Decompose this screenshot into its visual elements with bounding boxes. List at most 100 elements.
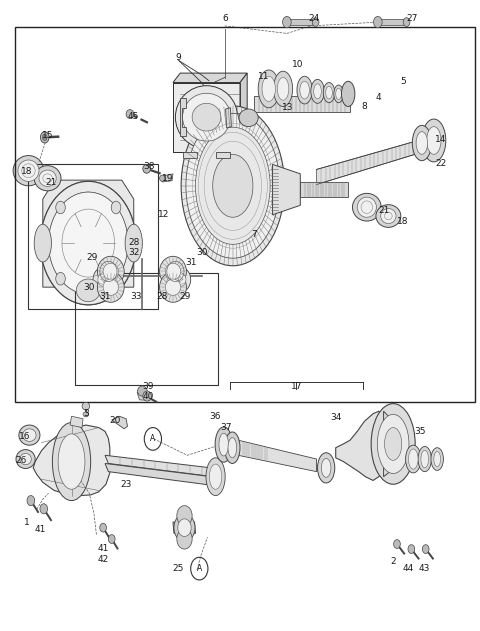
Ellipse shape (23, 429, 36, 442)
Text: 11: 11 (258, 72, 270, 81)
Ellipse shape (52, 423, 91, 500)
Ellipse shape (138, 386, 147, 396)
Ellipse shape (58, 434, 85, 489)
Ellipse shape (169, 267, 191, 292)
Ellipse shape (181, 106, 285, 266)
Bar (75, 273, 218, 385)
Ellipse shape (215, 427, 232, 462)
Ellipse shape (40, 181, 136, 305)
Ellipse shape (174, 273, 186, 286)
Ellipse shape (336, 88, 341, 100)
Text: 45: 45 (128, 112, 139, 121)
Text: 30: 30 (84, 283, 95, 292)
Ellipse shape (125, 224, 143, 262)
Polygon shape (317, 137, 432, 184)
Bar (254, 97, 350, 112)
Text: 15: 15 (42, 131, 53, 140)
Polygon shape (180, 98, 186, 136)
Text: 17: 17 (291, 382, 302, 391)
Ellipse shape (111, 273, 121, 285)
Polygon shape (173, 83, 240, 152)
Ellipse shape (422, 119, 446, 162)
Ellipse shape (274, 71, 293, 107)
Polygon shape (33, 425, 110, 495)
Polygon shape (105, 463, 214, 485)
Ellipse shape (16, 450, 35, 468)
Text: 28: 28 (128, 238, 139, 247)
Text: 23: 23 (120, 480, 132, 489)
Text: 39: 39 (143, 382, 154, 391)
Ellipse shape (297, 76, 312, 104)
Text: 32: 32 (128, 248, 139, 257)
Ellipse shape (219, 433, 228, 456)
Polygon shape (336, 411, 384, 480)
Ellipse shape (206, 458, 225, 495)
Ellipse shape (384, 428, 402, 460)
Ellipse shape (165, 263, 180, 280)
Text: 43: 43 (419, 564, 430, 573)
Text: 29: 29 (179, 292, 191, 301)
Polygon shape (137, 392, 150, 401)
Ellipse shape (93, 267, 114, 292)
Text: 29: 29 (86, 253, 97, 262)
Polygon shape (209, 475, 222, 484)
Text: 42: 42 (98, 555, 109, 564)
Ellipse shape (40, 181, 136, 305)
Ellipse shape (18, 160, 39, 181)
Ellipse shape (322, 459, 331, 477)
Ellipse shape (143, 165, 151, 173)
Ellipse shape (211, 463, 220, 475)
Text: 18: 18 (397, 216, 408, 225)
Polygon shape (273, 165, 300, 215)
Ellipse shape (323, 83, 335, 103)
Ellipse shape (178, 519, 191, 536)
Text: 24: 24 (309, 14, 320, 23)
Text: 36: 36 (209, 412, 221, 421)
Ellipse shape (34, 166, 61, 191)
Ellipse shape (76, 279, 100, 302)
Ellipse shape (277, 78, 289, 100)
Ellipse shape (377, 415, 409, 473)
Text: 31: 31 (185, 258, 197, 267)
Ellipse shape (318, 453, 335, 483)
Ellipse shape (175, 86, 238, 149)
Ellipse shape (314, 84, 322, 99)
Ellipse shape (211, 476, 220, 489)
Ellipse shape (406, 445, 421, 473)
Text: 3: 3 (83, 410, 89, 418)
Ellipse shape (352, 193, 381, 221)
Ellipse shape (56, 201, 65, 214)
Polygon shape (43, 180, 134, 287)
Ellipse shape (300, 81, 310, 99)
Ellipse shape (225, 432, 240, 463)
Polygon shape (240, 73, 247, 152)
Ellipse shape (376, 204, 401, 227)
Ellipse shape (192, 103, 221, 131)
Ellipse shape (56, 273, 65, 285)
Ellipse shape (159, 175, 165, 181)
Text: 41: 41 (34, 525, 46, 534)
Text: 22: 22 (435, 158, 447, 168)
Ellipse shape (403, 18, 410, 27)
Ellipse shape (427, 127, 441, 155)
Text: 5: 5 (400, 77, 406, 86)
Text: 44: 44 (403, 564, 414, 573)
Ellipse shape (422, 545, 429, 553)
Text: 10: 10 (292, 61, 303, 69)
Ellipse shape (421, 451, 429, 468)
Text: 35: 35 (414, 427, 426, 436)
Text: 27: 27 (407, 14, 418, 23)
Text: 1: 1 (24, 517, 30, 526)
Ellipse shape (82, 403, 90, 410)
Text: 25: 25 (172, 564, 183, 573)
Text: 19: 19 (161, 174, 173, 183)
Ellipse shape (126, 110, 134, 119)
Ellipse shape (27, 495, 35, 505)
Ellipse shape (209, 464, 222, 489)
Polygon shape (384, 411, 396, 476)
Ellipse shape (418, 447, 432, 471)
Text: 41: 41 (98, 544, 109, 553)
Ellipse shape (177, 505, 192, 526)
Text: 7: 7 (252, 230, 257, 239)
Ellipse shape (408, 545, 415, 553)
